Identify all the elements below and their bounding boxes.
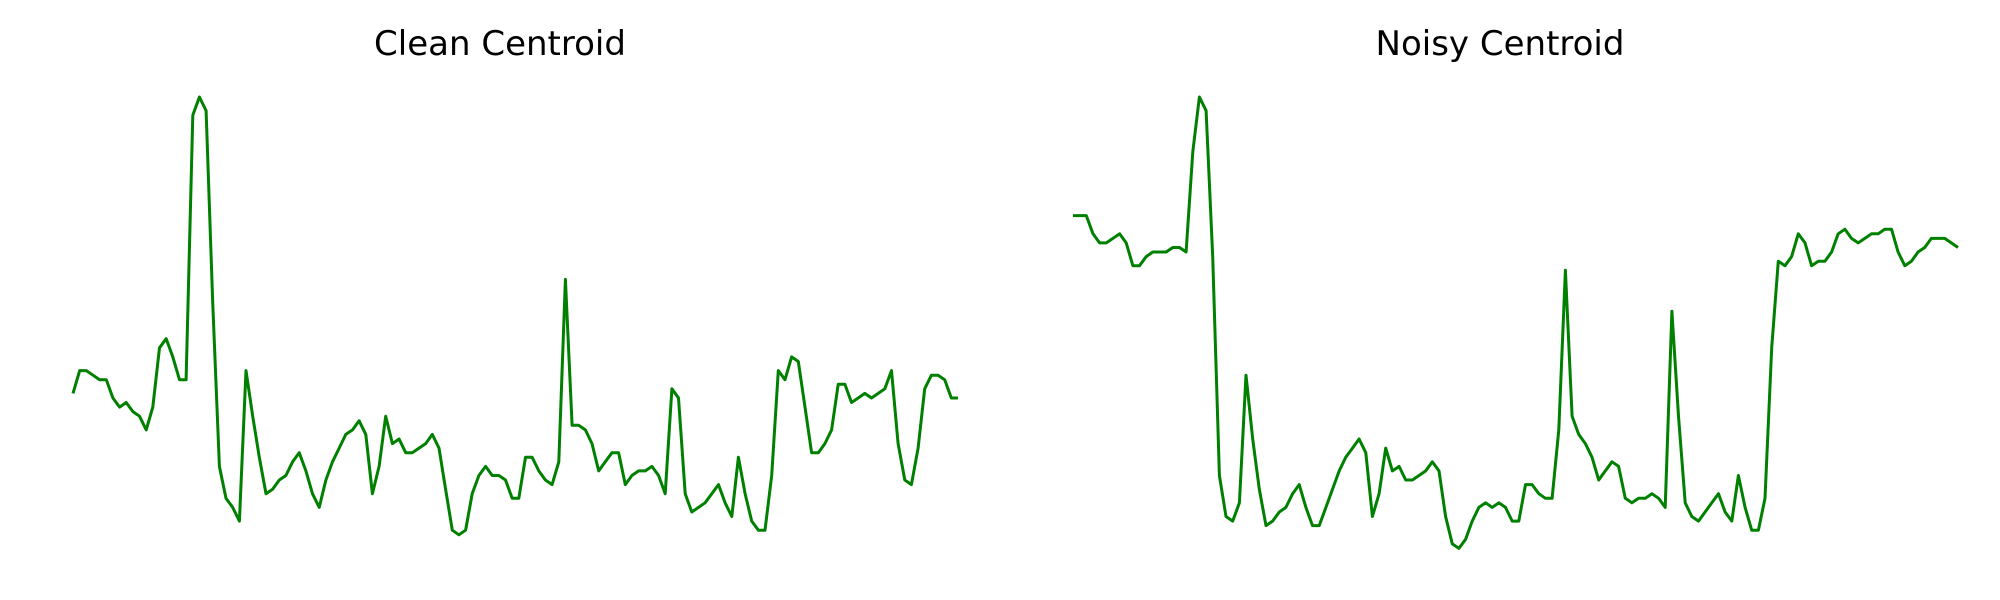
- chart-panel-clean: Clean Centroid: [71, 24, 958, 537]
- line-chart-clean: [71, 95, 958, 537]
- line-chart-noisy: [1073, 95, 1959, 550]
- series-line: [1073, 95, 1959, 550]
- chart-title: Clean Centroid: [374, 24, 626, 64]
- chart-panel-noisy: Noisy Centroid: [1000, 0, 2000, 600]
- series-line: [71, 95, 958, 537]
- chart-title: Noisy Centroid: [1375, 24, 1625, 64]
